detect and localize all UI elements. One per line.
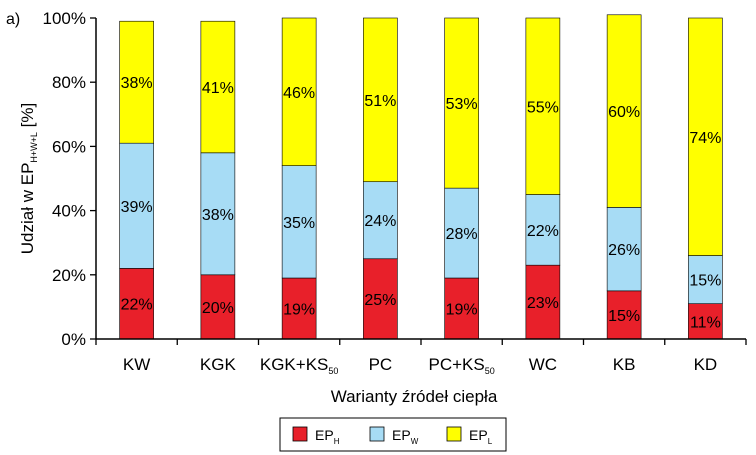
data-label: 35% [283,215,315,232]
data-label: 19% [283,302,315,319]
data-label: 25% [364,292,396,309]
bar-segment [606,207,642,292]
bar-segment [444,17,479,189]
y-tick-label: 100% [43,9,86,28]
data-label: 19% [446,302,478,319]
bar-segment [606,14,642,208]
data-label: 22% [121,297,153,314]
bar-segment [200,20,236,154]
legend-swatch [292,426,308,442]
data-label: 46% [283,85,315,102]
y-axis-title: Udział w EPH+W+L [%] [18,103,39,254]
bar-segment [281,165,317,279]
data-label: 51% [364,93,396,110]
data-label: 26% [608,242,640,259]
data-label: 39% [121,199,153,216]
bar-segment [200,152,236,276]
x-tick-label: PC [369,355,393,374]
data-label: 22% [527,223,559,240]
data-label: 53% [446,96,478,113]
x-tick-label: KGK+KS50 [260,355,339,376]
data-label: 23% [527,295,559,312]
y-tick-label: 0% [61,330,86,349]
y-tick-label: 20% [52,266,86,285]
data-label: 28% [446,226,478,243]
bar-segment [119,142,154,269]
bar-segment [281,277,317,340]
bar-segment [688,17,723,256]
x-tick-label: KB [613,355,636,374]
data-label: 41% [202,80,234,97]
bar-segment [525,264,561,340]
data-label: 38% [202,207,234,224]
data-label: 60% [608,104,640,121]
panel-label: a) [6,11,20,28]
bar-segment [606,290,642,340]
data-label: 15% [689,273,721,290]
legend-label: EPH [315,427,340,446]
bar-segment [525,194,561,266]
bar-segment [119,20,154,144]
x-tick-label: PC+KS50 [429,355,495,376]
data-label: 15% [608,308,640,325]
bar-segment [281,17,317,166]
bar-segment [688,303,723,340]
x-tick-label: KGK [200,355,237,374]
x-tick-label: WC [529,355,557,374]
data-label: 55% [527,99,559,116]
x-tick-label: KD [694,355,718,374]
bar-segment [688,255,723,304]
bar-segment [525,17,561,195]
bar-segment [363,181,398,260]
y-tick-label: 80% [52,73,86,92]
data-label: 74% [689,130,721,147]
data-label: 38% [121,75,153,92]
x-tick-label: KW [123,355,150,374]
x-axis-title: Warianty źródeł ciepła [331,387,498,406]
legend-swatch [446,426,462,442]
legend-box [279,417,507,452]
legend-label: EPL [469,427,493,446]
bar-segment [363,258,398,340]
bar-segment [363,17,398,183]
bar-segment [444,187,479,279]
legend-swatch [369,426,385,442]
data-label: 20% [202,300,234,317]
data-label: 11% [690,314,721,331]
y-tick-label: 60% [52,137,86,156]
y-tick-label: 40% [52,202,86,221]
bar-segment [444,277,479,340]
data-label: 24% [364,213,396,230]
legend-label: EPW [392,427,419,446]
